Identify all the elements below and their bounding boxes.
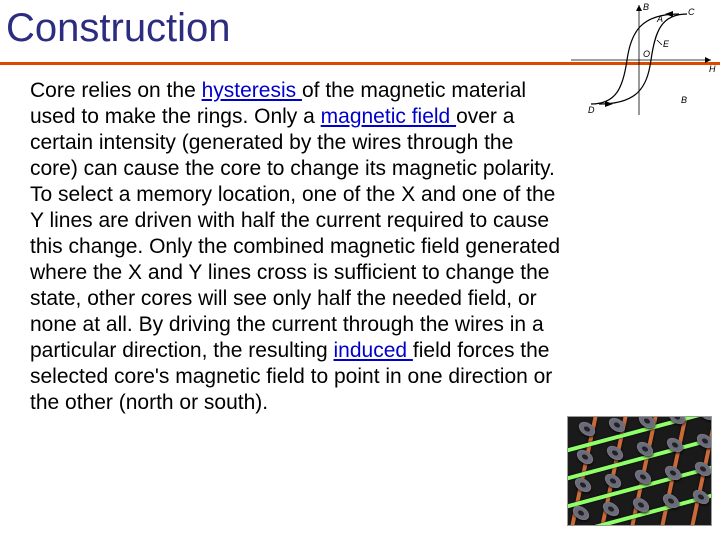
hyperlink[interactable]: magnetic field bbox=[321, 105, 456, 128]
text-run: over a certain intensity (generated by t… bbox=[30, 105, 560, 362]
ferrite-core bbox=[574, 447, 596, 467]
label-A: A bbox=[656, 14, 663, 24]
label-D: D bbox=[588, 105, 595, 115]
label-Baxis: B bbox=[643, 2, 649, 12]
label-E: E bbox=[663, 39, 670, 49]
label-H: H bbox=[709, 64, 716, 74]
hyperlink[interactable]: induced bbox=[334, 339, 413, 362]
ferrite-core bbox=[604, 443, 626, 463]
label-B: B bbox=[681, 95, 687, 105]
page-title: Construction bbox=[6, 6, 231, 51]
text-run: Core relies on the bbox=[30, 79, 202, 102]
slide: Construction Core relies on the hysteres… bbox=[0, 0, 720, 540]
ferrite-core bbox=[602, 471, 624, 491]
hysteresis-figure: A C B D E O H B bbox=[561, 0, 716, 120]
ferrite-core bbox=[690, 487, 712, 507]
ferrite-core bbox=[572, 475, 594, 495]
label-C: C bbox=[688, 7, 695, 17]
label-O: O bbox=[643, 49, 650, 59]
core-memory-image bbox=[567, 416, 712, 526]
body-text: Core relies on the hysteresis of the mag… bbox=[30, 78, 560, 416]
hyperlink[interactable]: hysteresis bbox=[202, 79, 302, 102]
